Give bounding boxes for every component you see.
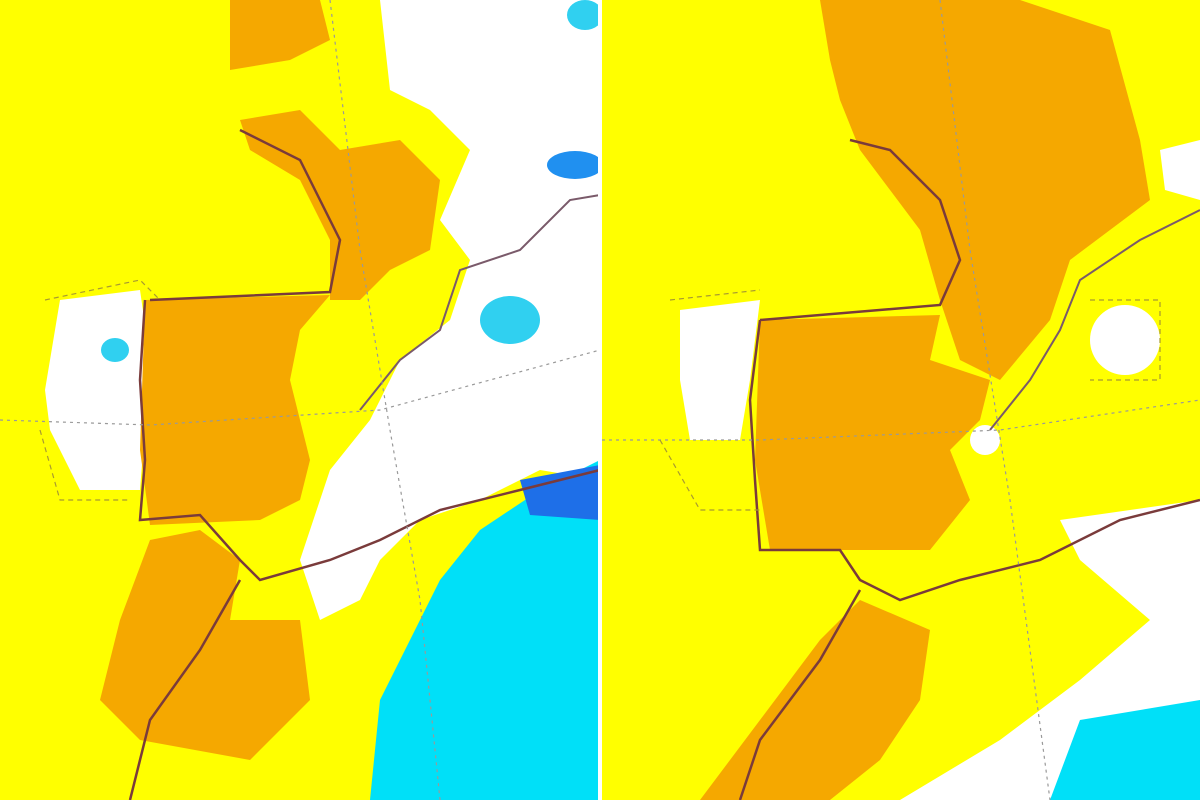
contour xyxy=(659,289,1161,511)
right-map xyxy=(602,0,1200,800)
grid-line xyxy=(329,0,441,800)
grid-line xyxy=(939,0,1051,800)
white-area xyxy=(1090,305,1160,375)
white-area xyxy=(1160,140,1200,200)
cyan-patch xyxy=(567,0,603,30)
white-area xyxy=(970,425,1000,455)
grid-line xyxy=(602,399,1200,441)
coastline xyxy=(359,194,601,411)
orange-area xyxy=(755,315,990,550)
divider xyxy=(598,0,602,800)
white-area xyxy=(680,300,760,440)
blue-area xyxy=(520,465,600,520)
contour xyxy=(39,279,161,501)
white-area xyxy=(45,290,150,490)
left-map xyxy=(0,0,603,800)
coastline xyxy=(989,209,1200,431)
orange-area xyxy=(140,295,330,525)
cyan-area xyxy=(370,460,600,800)
orange-area xyxy=(820,0,1150,380)
cyan-patch xyxy=(101,338,129,362)
orange-area xyxy=(240,110,440,300)
cyan-area xyxy=(1050,700,1200,800)
coastline xyxy=(138,128,601,582)
orange-area xyxy=(230,0,330,70)
coastline xyxy=(748,138,1200,602)
white-area xyxy=(300,0,600,620)
blue-patch xyxy=(547,151,603,179)
orange-area xyxy=(100,530,310,760)
coastline xyxy=(738,589,862,800)
cyan-patch xyxy=(480,296,540,344)
coastline xyxy=(128,579,242,800)
